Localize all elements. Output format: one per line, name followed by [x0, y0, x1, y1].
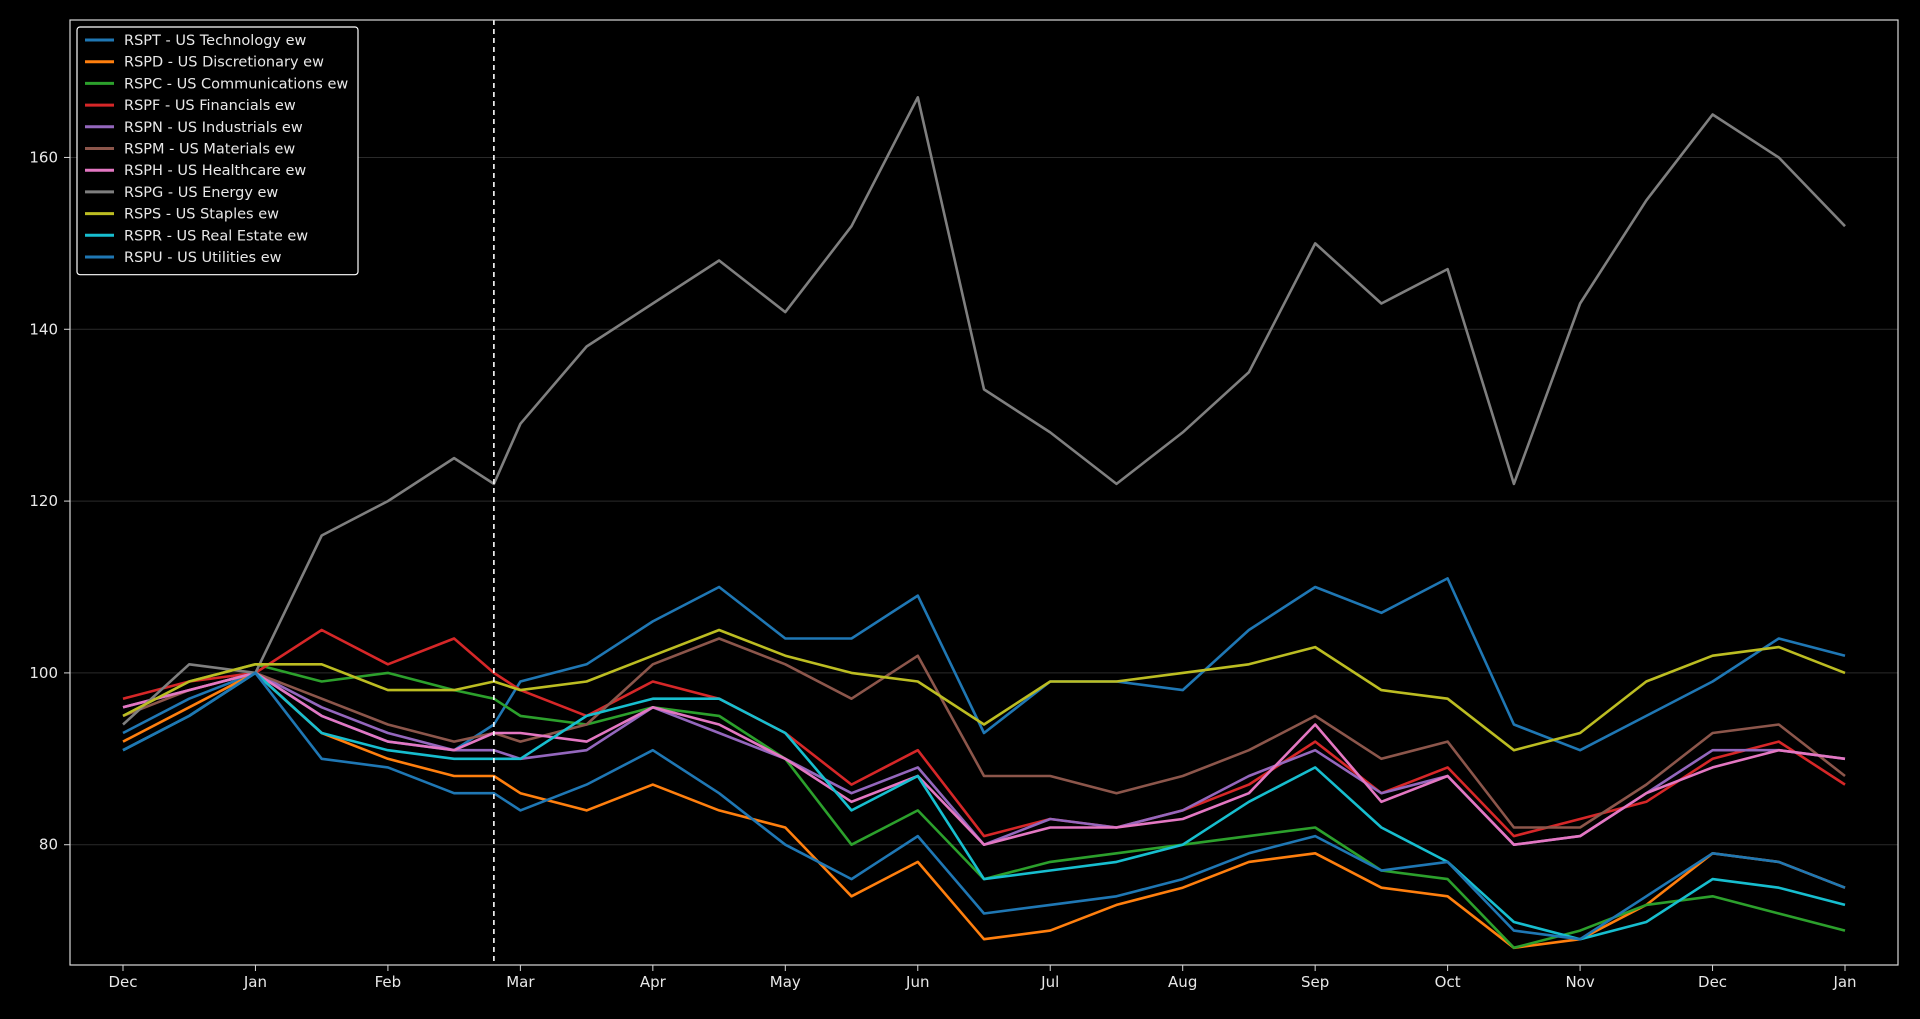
legend-label: RSPS - US Staples ew: [124, 207, 279, 223]
x-tick-label: Nov: [1565, 973, 1594, 991]
series-line-9: [122, 671, 1846, 941]
y-tick-label: 160: [29, 148, 58, 166]
x-axis-ticks: Dec Jan Feb Mar Apr May Jun Jul Aug Sep Oct Nov Dec J…: [108, 965, 1857, 991]
x-tick-label: Jun: [905, 973, 929, 991]
legend-label: RSPC - US Communications ew: [124, 76, 348, 92]
legend-label: RSPF - US Financials ew: [124, 98, 296, 114]
y-tick-label: 80: [39, 836, 58, 854]
x-tick-label: Mar: [506, 973, 535, 991]
legend-label: RSPD - US Discretionary ew: [124, 55, 324, 71]
y-tick-label: 120: [29, 492, 58, 510]
series-line-10: [122, 671, 1846, 941]
legend-box: [76, 26, 359, 276]
y-tick-label: 100: [29, 664, 58, 682]
legend-label: RSPU - US Utilities ew: [124, 250, 282, 266]
legend-label: RSPR - US Real Estate ew: [124, 228, 308, 244]
x-tick-label: Feb: [375, 973, 402, 991]
x-tick-label: Oct: [1435, 973, 1461, 991]
x-tick-label: Jul: [1040, 973, 1059, 991]
y-tick-label: 140: [29, 320, 58, 338]
legend-label: RSPG - US Energy ew: [124, 185, 278, 201]
series-lines: [122, 96, 1846, 950]
legend-label: RSPH - US Healthcare ew: [124, 163, 306, 179]
series-line-2: [122, 662, 1846, 950]
x-tick-label: Apr: [640, 973, 667, 991]
x-tick-label: Sep: [1301, 973, 1329, 991]
x-tick-label: Jan: [1832, 973, 1856, 991]
legend-label: RSPN - US Industrials ew: [124, 120, 303, 136]
x-tick-label: Dec: [108, 973, 137, 991]
series-line-6: [122, 671, 1846, 847]
legend: RSPT - US Technology ew RSPD - US Discret…: [76, 26, 359, 276]
x-tick-label: Dec: [1698, 973, 1727, 991]
y-axis-ticks: 80 100 120 140 160: [29, 148, 70, 854]
grid-lines: [70, 156, 1898, 846]
series-line-1: [122, 671, 1846, 950]
legend-label: RSPM - US Materials ew: [124, 142, 295, 158]
x-tick-label: Jan: [243, 973, 267, 991]
series-line-5: [122, 637, 1846, 829]
series-line-8: [122, 628, 1846, 752]
legend-label: RSPT - US Technology ew: [124, 33, 307, 49]
x-tick-label: Aug: [1168, 973, 1197, 991]
x-tick-label: May: [770, 973, 801, 991]
plot-frame: [69, 19, 1899, 966]
series-line-7: [122, 96, 1846, 726]
